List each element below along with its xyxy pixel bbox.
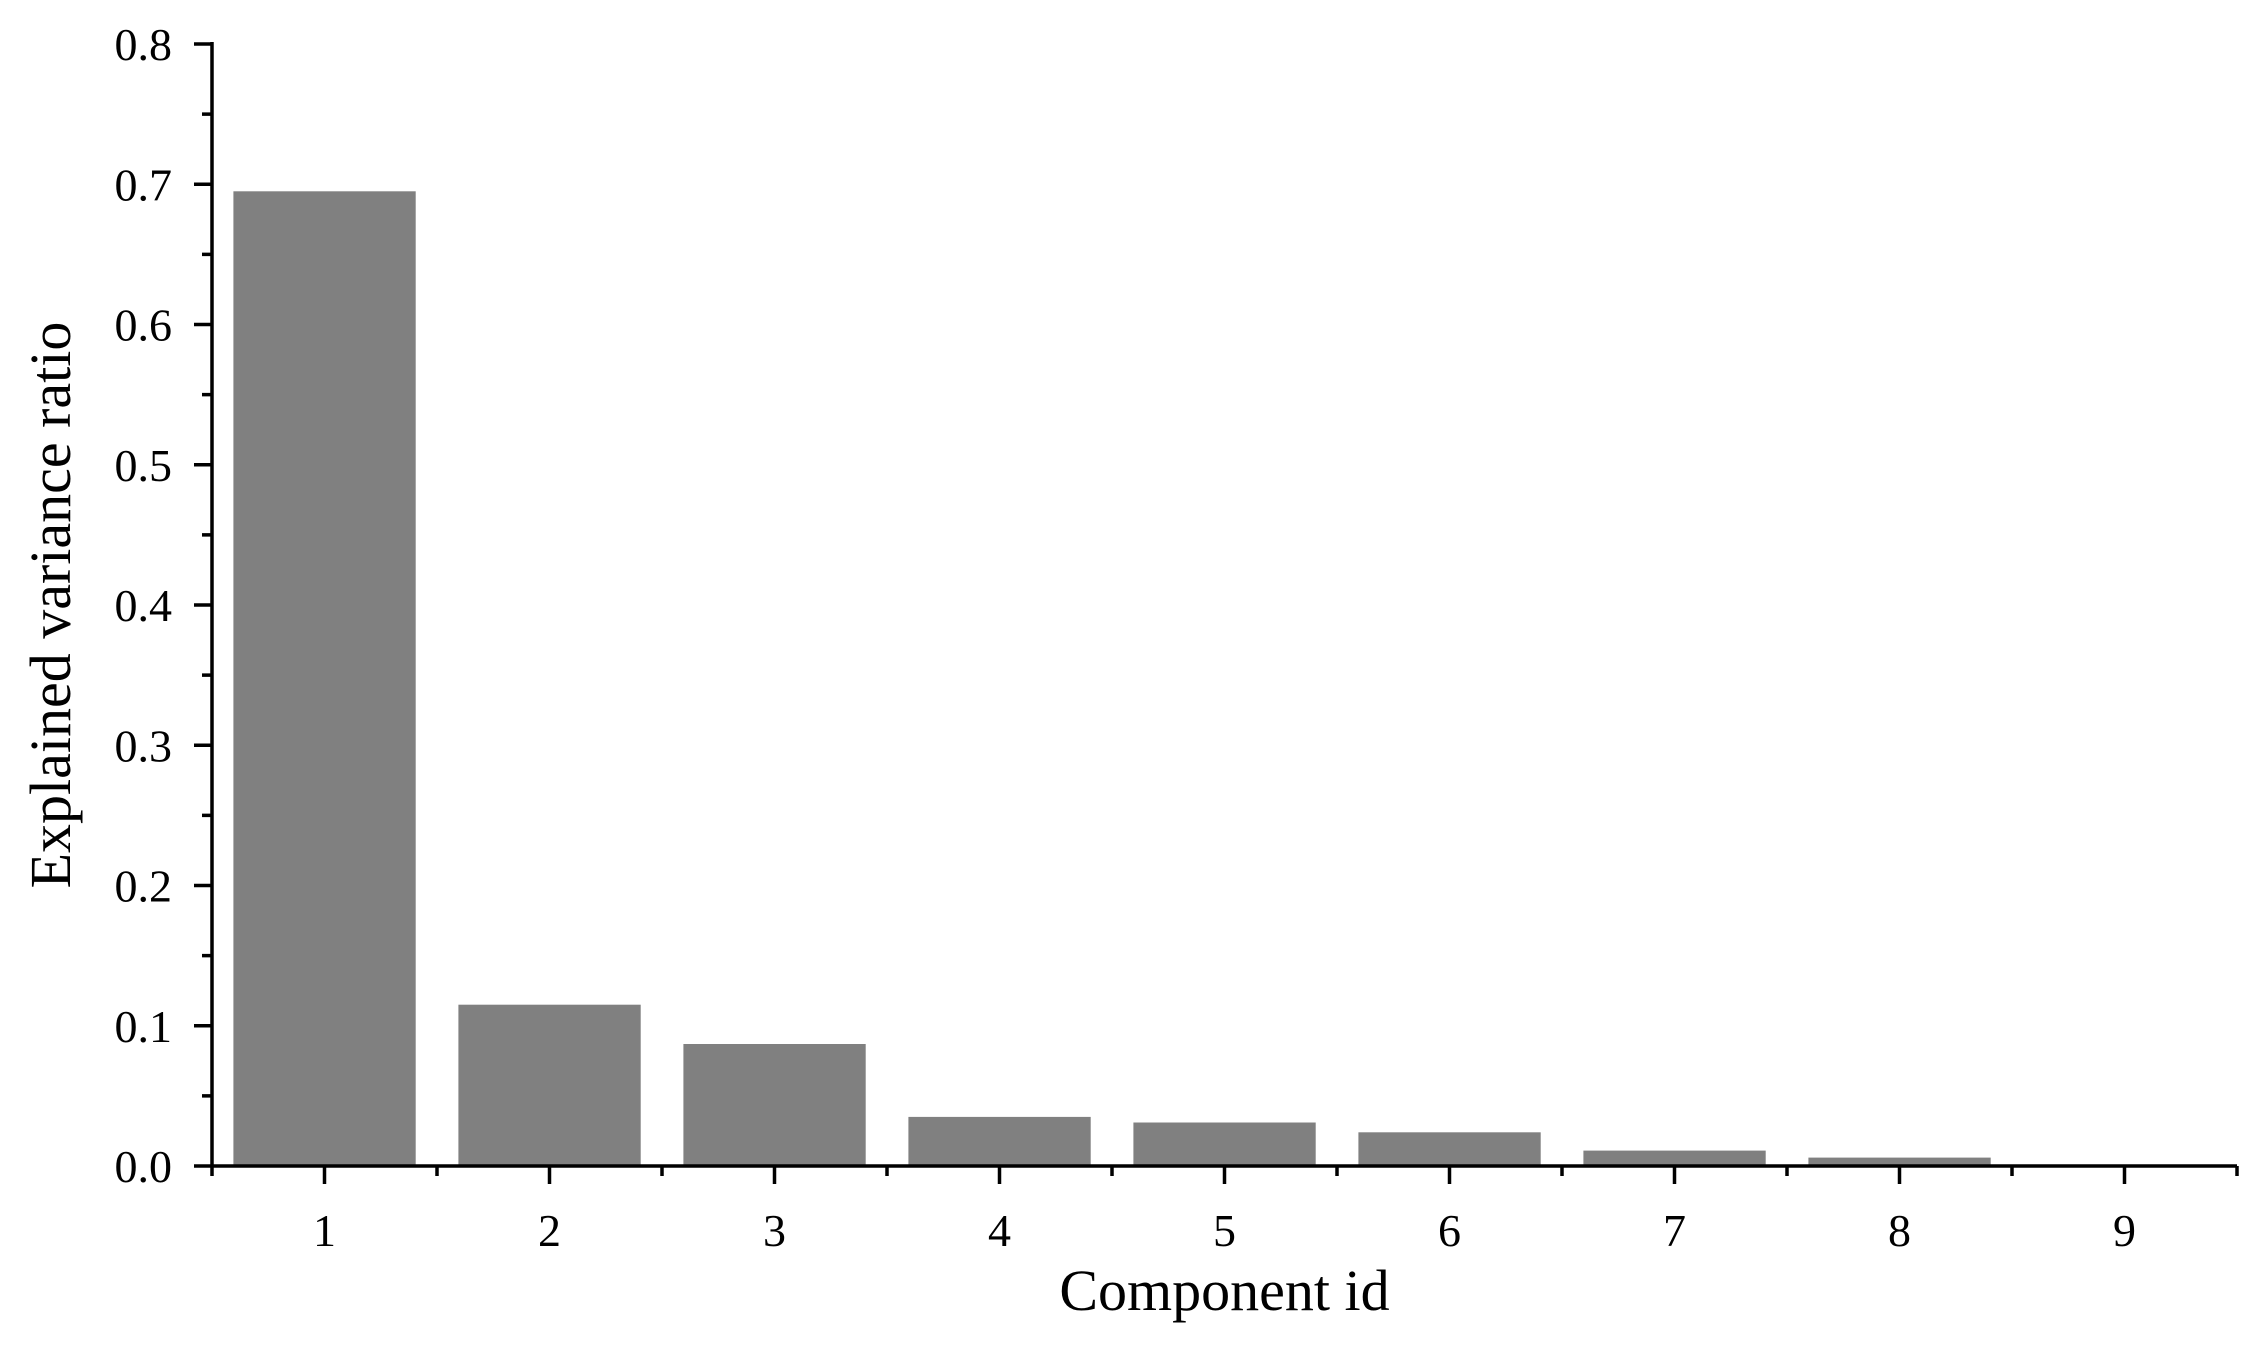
x-tick-label: 7 (1663, 1205, 1686, 1256)
y-tick-label: 0.5 (115, 440, 173, 491)
y-tick-label: 0.6 (115, 300, 173, 351)
y-tick-label: 0.2 (115, 861, 173, 912)
bar-1 (233, 191, 416, 1167)
y-tick-label: 0.8 (115, 19, 173, 70)
x-tick-label: 1 (313, 1205, 336, 1256)
x-tick-label: 5 (1213, 1205, 1236, 1256)
bar-4 (908, 1116, 1091, 1166)
x-axis-ticks: 1 2 3 4 5 6 7 8 9 (210, 1166, 2239, 1256)
bar-3 (683, 1044, 866, 1166)
bar-7 (1583, 1150, 1766, 1166)
y-tick-label: 0.4 (115, 580, 173, 631)
bar-2 (458, 1004, 641, 1166)
x-axis-title: Component id (1059, 1258, 1389, 1323)
y-axis-title: Explained variance ratio (18, 322, 83, 889)
x-tick-label: 3 (763, 1205, 786, 1256)
bar-5 (1133, 1122, 1316, 1166)
bars (233, 191, 2216, 1167)
y-tick-label: 0.7 (115, 159, 173, 210)
y-tick-label: 0.3 (115, 720, 173, 771)
bar-8 (1808, 1157, 1991, 1166)
x-tick-label: 4 (988, 1205, 1011, 1256)
x-tick-label: 9 (2113, 1205, 2136, 1256)
x-tick-label: 6 (1438, 1205, 1461, 1256)
y-axis-ticks: 0.0 0.1 0.2 0.3 0.4 0.5 0.6 0.7 0.8 (115, 19, 212, 1192)
x-tick-label: 8 (1888, 1205, 1911, 1256)
bar-6 (1358, 1132, 1541, 1166)
x-tick-label: 2 (538, 1205, 561, 1256)
y-tick-label: 0.1 (115, 1001, 173, 1052)
y-tick-label: 0.0 (115, 1141, 173, 1192)
